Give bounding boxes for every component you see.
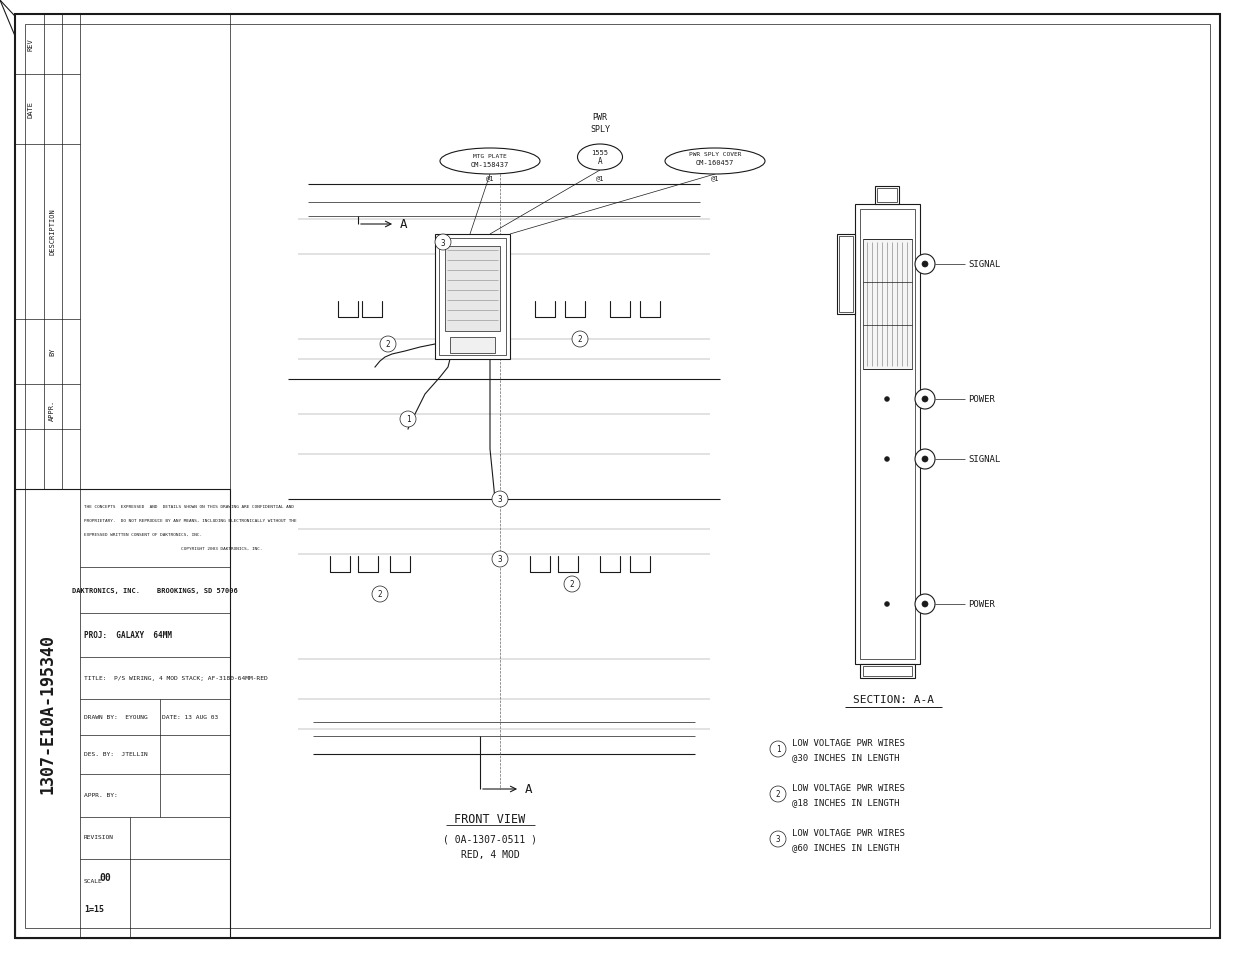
- Text: FRONT VIEW: FRONT VIEW: [454, 813, 526, 825]
- Text: 3: 3: [498, 555, 503, 564]
- Text: 3: 3: [776, 835, 781, 843]
- Text: RED, 4 MOD: RED, 4 MOD: [461, 849, 520, 859]
- Text: A: A: [598, 157, 603, 167]
- Text: REV: REV: [27, 38, 33, 51]
- Circle shape: [884, 397, 889, 402]
- Text: LOW VOLTAGE PWR WIRES: LOW VOLTAGE PWR WIRES: [792, 783, 905, 793]
- Circle shape: [492, 492, 508, 507]
- Bar: [877, 189, 897, 203]
- Text: 1=15: 1=15: [84, 904, 104, 914]
- Bar: [863, 240, 911, 370]
- Text: 2: 2: [578, 335, 583, 344]
- Text: PROJ:  GALAXY  64MM: PROJ: GALAXY 64MM: [84, 631, 172, 639]
- Text: @1: @1: [711, 174, 719, 181]
- Circle shape: [884, 457, 889, 462]
- Text: @18 INCHES IN LENGTH: @18 INCHES IN LENGTH: [792, 798, 899, 806]
- Text: @1: @1: [595, 174, 604, 181]
- Circle shape: [572, 332, 588, 348]
- Circle shape: [884, 602, 889, 607]
- Text: LOW VOLTAGE PWR WIRES: LOW VOLTAGE PWR WIRES: [792, 739, 905, 748]
- Text: OM-160457: OM-160457: [695, 160, 734, 166]
- Text: A: A: [525, 782, 532, 796]
- Bar: [876, 187, 899, 205]
- Bar: [435, 234, 510, 359]
- Text: BY: BY: [49, 348, 56, 355]
- Bar: [450, 337, 495, 354]
- Text: SIGNAL: SIGNAL: [968, 260, 1000, 269]
- Bar: [855, 205, 920, 664]
- Text: @60 INCHES IN LENGTH: @60 INCHES IN LENGTH: [792, 842, 899, 852]
- Text: DESCRIPTION: DESCRIPTION: [49, 209, 56, 255]
- Circle shape: [923, 601, 927, 607]
- Text: PWR: PWR: [593, 113, 608, 122]
- Circle shape: [923, 262, 927, 268]
- Text: DATE: 13 AUG 03: DATE: 13 AUG 03: [162, 715, 219, 720]
- Circle shape: [915, 450, 935, 470]
- Circle shape: [915, 390, 935, 410]
- Text: 2: 2: [776, 790, 781, 799]
- Text: DES. BY:  JTELLIN: DES. BY: JTELLIN: [84, 752, 148, 757]
- Text: APPR.: APPR.: [49, 399, 56, 420]
- Text: SCALE: SCALE: [84, 879, 103, 883]
- Text: DATE: DATE: [27, 101, 33, 118]
- Text: APPR. BY:: APPR. BY:: [84, 793, 117, 798]
- Circle shape: [923, 396, 927, 402]
- Text: 00: 00: [99, 872, 111, 882]
- Text: 1: 1: [776, 744, 781, 754]
- Text: THE CONCEPTS  EXPRESSED  AND  DETAILS SHOWN ON THIS DRAWING ARE CONFIDENTIAL AND: THE CONCEPTS EXPRESSED AND DETAILS SHOWN…: [84, 504, 294, 509]
- Circle shape: [923, 456, 927, 462]
- Text: 2: 2: [385, 340, 390, 349]
- Text: 2: 2: [378, 590, 383, 598]
- Ellipse shape: [440, 149, 540, 174]
- Circle shape: [492, 552, 508, 567]
- Text: TITLE:  P/S WIRING, 4 MOD STACK; AF-3180-64MM-RED: TITLE: P/S WIRING, 4 MOD STACK; AF-3180-…: [84, 676, 268, 680]
- Circle shape: [915, 595, 935, 615]
- Circle shape: [372, 586, 388, 602]
- Bar: [15, 490, 230, 938]
- Ellipse shape: [578, 145, 622, 171]
- Text: PWR SPLY COVER: PWR SPLY COVER: [689, 152, 741, 157]
- Bar: [445, 247, 500, 332]
- Text: COPYRIGHT 2003 DAKTRONICS, INC.: COPYRIGHT 2003 DAKTRONICS, INC.: [84, 546, 263, 551]
- Circle shape: [769, 831, 785, 847]
- Bar: [839, 236, 853, 313]
- Text: MTG PLATE: MTG PLATE: [473, 154, 506, 159]
- Circle shape: [915, 254, 935, 274]
- Text: 2: 2: [569, 579, 574, 589]
- Text: 1555: 1555: [592, 150, 609, 156]
- Text: EXPRESSED WRITTEN CONSENT OF DAKTRONICS, INC.: EXPRESSED WRITTEN CONSENT OF DAKTRONICS,…: [84, 533, 203, 537]
- Circle shape: [769, 741, 785, 758]
- Text: @1: @1: [485, 174, 494, 181]
- Circle shape: [435, 234, 451, 251]
- Text: POWER: POWER: [968, 395, 995, 404]
- Text: SECTION: A-A: SECTION: A-A: [852, 695, 934, 704]
- Bar: [438, 239, 506, 355]
- Text: A: A: [400, 218, 408, 232]
- Text: ( 0A-1307-0511 ): ( 0A-1307-0511 ): [443, 834, 537, 844]
- Text: REVISION: REVISION: [84, 835, 114, 840]
- Text: OM-158437: OM-158437: [471, 162, 509, 168]
- Circle shape: [380, 336, 396, 353]
- Bar: [837, 234, 855, 314]
- Text: SPLY: SPLY: [590, 126, 610, 134]
- Text: PROPRIETARY.  DO NOT REPRODUCE BY ANY MEANS, INCLUDING ELECTRONICALLY WITHOUT TH: PROPRIETARY. DO NOT REPRODUCE BY ANY MEA…: [84, 518, 296, 522]
- Bar: [860, 210, 915, 659]
- Text: 1307-E10A-195340: 1307-E10A-195340: [38, 634, 56, 793]
- Text: @30 INCHES IN LENGTH: @30 INCHES IN LENGTH: [792, 753, 899, 761]
- Circle shape: [400, 412, 416, 428]
- Bar: [863, 666, 911, 677]
- Text: DAKTRONICS, INC.    BROOKINGS, SD 57006: DAKTRONICS, INC. BROOKINGS, SD 57006: [72, 587, 238, 594]
- Circle shape: [769, 786, 785, 802]
- Circle shape: [564, 577, 580, 593]
- Bar: [860, 664, 915, 679]
- Text: 3: 3: [441, 238, 446, 247]
- Ellipse shape: [664, 149, 764, 174]
- Text: LOW VOLTAGE PWR WIRES: LOW VOLTAGE PWR WIRES: [792, 828, 905, 838]
- Text: 1: 1: [405, 416, 410, 424]
- Text: DRAWN BY:  EYOUNG: DRAWN BY: EYOUNG: [84, 715, 148, 720]
- Text: POWER: POWER: [968, 599, 995, 609]
- Text: SIGNAL: SIGNAL: [968, 455, 1000, 464]
- Text: 3: 3: [498, 495, 503, 504]
